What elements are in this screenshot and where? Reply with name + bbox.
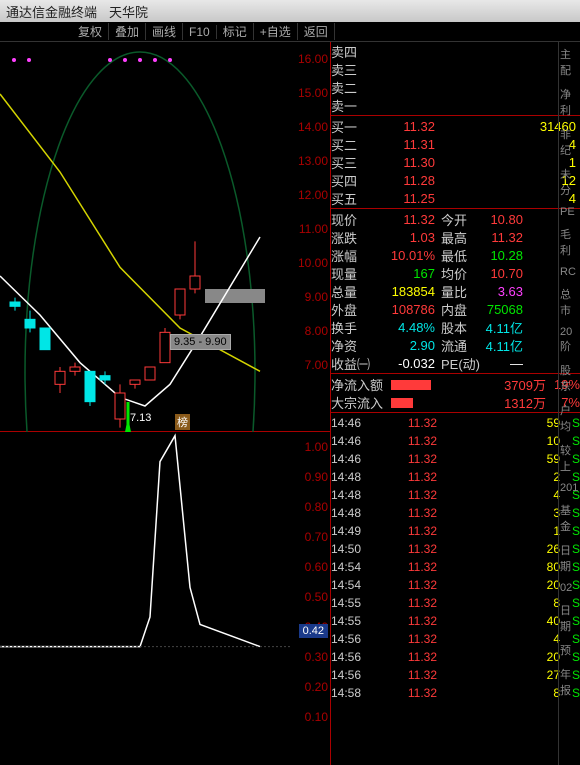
info-row: 涨幅10.01%最低10.28 bbox=[331, 246, 580, 264]
edge-tab[interactable]: 主配 bbox=[559, 42, 580, 82]
info-row: 换手4.48%股本4.11亿 bbox=[331, 318, 580, 336]
marker-label: 榜 bbox=[175, 414, 190, 430]
sell-row[interactable]: 卖四 bbox=[331, 42, 580, 60]
trade-row[interactable]: 14:4811.322S bbox=[331, 468, 580, 486]
edge-tab[interactable]: 201 bbox=[559, 478, 580, 498]
toolbar-fq[interactable]: 复权 bbox=[72, 23, 109, 40]
trade-row[interactable]: 14:4611.3259S bbox=[331, 450, 580, 468]
trade-row[interactable]: 14:5411.3220S bbox=[331, 576, 580, 594]
trade-row[interactable]: 14:5511.3240S bbox=[331, 612, 580, 630]
range-label: 9.35 - 9.90 bbox=[170, 334, 231, 350]
edge-tab[interactable]: 日期 bbox=[559, 598, 580, 638]
buy-row[interactable]: 买四11.2812 bbox=[331, 171, 580, 189]
side-panel: 卖四卖三卖二卖一 买一11.3231460买二11.314买三11.301买四1… bbox=[330, 42, 580, 765]
toolbar-fav[interactable]: +自选 bbox=[254, 23, 298, 40]
indicator-chart[interactable]: 1.000.900.800.700.600.500.400.300.200.10… bbox=[0, 432, 330, 765]
sell-row[interactable]: 卖二 bbox=[331, 78, 580, 96]
flow-row: 大宗流入1312万7% bbox=[331, 393, 580, 411]
title-bar: 通达信金融终端 天华院 bbox=[0, 0, 580, 22]
flow-row: 净流入额3709万19% bbox=[331, 375, 580, 393]
trade-row[interactable]: 14:5011.3226S bbox=[331, 540, 580, 558]
edge-tab[interactable]: 户均 bbox=[559, 398, 580, 438]
toolbar-mark[interactable]: 标记 bbox=[217, 23, 254, 40]
edge-tab[interactable]: 总市 bbox=[559, 282, 580, 322]
trade-row[interactable]: 14:5411.3280S bbox=[331, 558, 580, 576]
edge-tab[interactable]: 年报 bbox=[559, 662, 580, 702]
info-row: 现量167均价10.70 bbox=[331, 264, 580, 282]
yaxis-main: 16.0015.0014.0013.0012.0011.0010.009.008… bbox=[298, 42, 328, 382]
price-tag: 0.42 bbox=[299, 624, 328, 638]
info-row: 现价11.32今开10.80 bbox=[331, 210, 580, 228]
buy-row[interactable]: 买五11.254 bbox=[331, 189, 580, 207]
buy-row[interactable]: 买一11.3231460 bbox=[331, 117, 580, 135]
sell-row[interactable]: 卖一 bbox=[331, 96, 580, 114]
trade-row[interactable]: 14:5611.324S bbox=[331, 630, 580, 648]
trade-row[interactable]: 14:4811.324S bbox=[331, 486, 580, 504]
low-annotation: 7.13 bbox=[130, 412, 151, 424]
trade-row[interactable]: 14:5611.3220S bbox=[331, 648, 580, 666]
info-row: 涨跌1.03最高11.32 bbox=[331, 228, 580, 246]
edge-tab[interactable]: 02 bbox=[559, 578, 580, 598]
candlestick-chart[interactable]: 16.0015.0014.0013.0012.0011.0010.009.008… bbox=[0, 42, 330, 432]
buy-row[interactable]: 买三11.301 bbox=[331, 153, 580, 171]
toolbar-back[interactable]: 返回 bbox=[298, 23, 335, 40]
order-book: 卖四卖三卖二卖一 买一11.3231460买二11.314买三11.301买四1… bbox=[331, 42, 580, 702]
edge-tab[interactable]: 未分 bbox=[559, 162, 580, 202]
edge-tab[interactable]: 股东 bbox=[559, 358, 580, 398]
trade-row[interactable]: 14:4611.3210S bbox=[331, 432, 580, 450]
info-row: 总量183854量比3.63 bbox=[331, 282, 580, 300]
edge-tab[interactable]: 较上 bbox=[559, 438, 580, 478]
edge-tab[interactable]: 20阶 bbox=[559, 322, 580, 358]
toolbar-overlay[interactable]: 叠加 bbox=[109, 23, 146, 40]
trade-row[interactable]: 14:5511.328S bbox=[331, 594, 580, 612]
app-name: 通达信金融终端 bbox=[6, 2, 97, 21]
sell-row[interactable]: 卖三 bbox=[331, 60, 580, 78]
trade-row[interactable]: 14:5611.3227S bbox=[331, 666, 580, 684]
yaxis-sub: 1.000.900.800.700.600.500.400.300.200.10 bbox=[305, 432, 328, 732]
edge-tab[interactable]: 净利 bbox=[559, 82, 580, 122]
trade-row[interactable]: 14:4811.323S bbox=[331, 504, 580, 522]
trade-row[interactable]: 14:5811.328S bbox=[331, 684, 580, 702]
trade-row[interactable]: 14:4911.321S bbox=[331, 522, 580, 540]
info-row: 净资2.90流通4.11亿 bbox=[331, 336, 580, 354]
trade-row[interactable]: 14:4611.3259S bbox=[331, 414, 580, 432]
stock-name: 天华院 bbox=[109, 2, 148, 21]
edge-tab[interactable]: 基金 bbox=[559, 498, 580, 538]
edge-tab[interactable]: PE bbox=[559, 202, 580, 222]
toolbar: 复权 叠加 画线 F10 标记 +自选 返回 bbox=[0, 22, 580, 42]
buy-row[interactable]: 买二11.314 bbox=[331, 135, 580, 153]
edge-tab[interactable]: RC bbox=[559, 262, 580, 282]
edge-tab[interactable]: 日期 bbox=[559, 538, 580, 578]
info-row: 收益㈠-0.032PE(动)— bbox=[331, 354, 580, 372]
toolbar-f10[interactable]: F10 bbox=[183, 25, 217, 39]
edge-tab[interactable]: 预 bbox=[559, 638, 580, 662]
toolbar-draw[interactable]: 画线 bbox=[146, 23, 183, 40]
edge-tab[interactable]: 毛利 bbox=[559, 222, 580, 262]
info-row: 外盘108786内盘75068 bbox=[331, 300, 580, 318]
edge-tab[interactable]: 非纪 bbox=[559, 122, 580, 162]
edge-tabs[interactable]: 主配净利非纪未分PE毛利RC总市20阶股东户均较上201基金日期02日期预年报 bbox=[558, 42, 580, 765]
chart-main[interactable]: 16.0015.0014.0013.0012.0011.0010.009.008… bbox=[0, 42, 330, 765]
